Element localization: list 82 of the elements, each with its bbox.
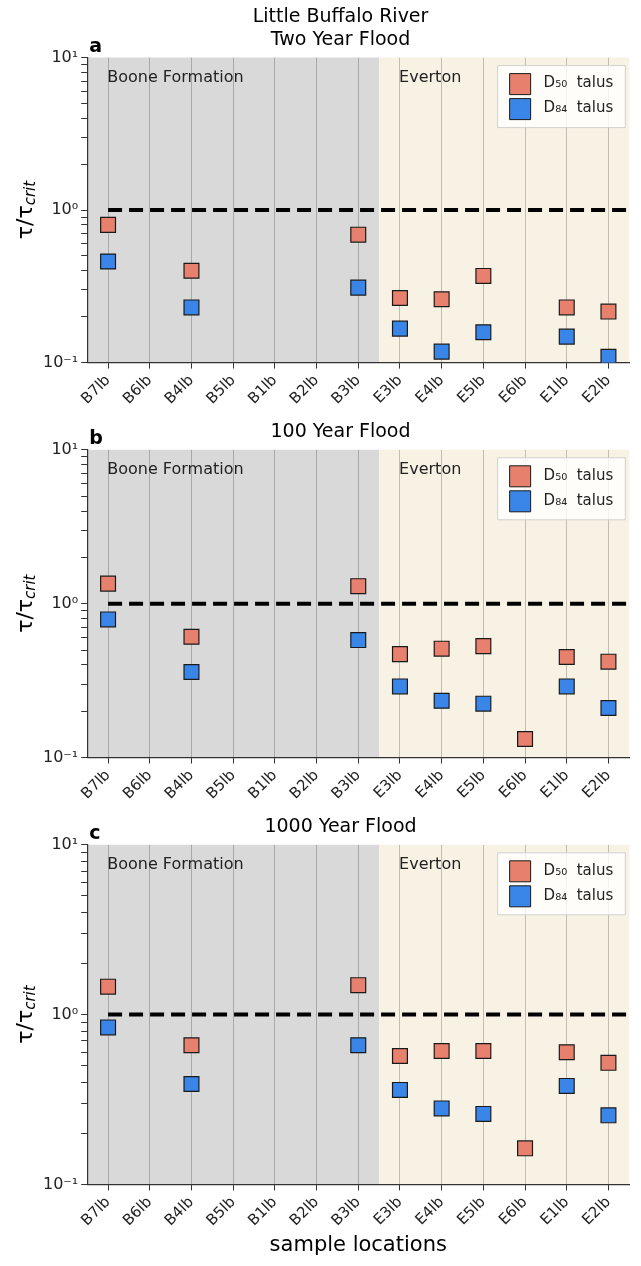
point bbox=[100, 611, 117, 628]
point bbox=[183, 663, 200, 680]
point bbox=[433, 1043, 450, 1060]
point bbox=[100, 253, 117, 270]
legend-label: D₅₀ talus bbox=[543, 465, 614, 484]
point bbox=[600, 699, 617, 717]
band-label: Boone Formation bbox=[107, 853, 244, 873]
chart-title: Little Buffalo River bbox=[252, 4, 429, 27]
y-tick-label: 10¹ bbox=[51, 46, 79, 66]
chart-title: 100 Year Flood bbox=[270, 419, 411, 442]
point bbox=[183, 299, 200, 316]
point bbox=[558, 678, 575, 695]
band-label: Boone Formation bbox=[107, 66, 244, 86]
point bbox=[183, 628, 200, 645]
legend-label: D₅₀ talus bbox=[543, 73, 614, 92]
point bbox=[100, 978, 117, 995]
point bbox=[558, 649, 575, 666]
band-label: Everton bbox=[399, 66, 462, 86]
band-label: Everton bbox=[399, 853, 462, 873]
text: a bbox=[89, 34, 103, 57]
point bbox=[475, 324, 492, 341]
point bbox=[558, 1044, 575, 1061]
point bbox=[391, 678, 408, 695]
point bbox=[183, 1037, 200, 1054]
point bbox=[517, 730, 534, 748]
point bbox=[433, 692, 450, 709]
point bbox=[183, 1075, 200, 1093]
point bbox=[350, 977, 367, 994]
point bbox=[600, 1054, 617, 1071]
point bbox=[558, 328, 575, 345]
point bbox=[433, 1100, 450, 1117]
text: c bbox=[89, 821, 101, 844]
legend-label: D₅₀ talus bbox=[543, 860, 614, 879]
point bbox=[433, 640, 450, 657]
point bbox=[475, 267, 492, 284]
y-axis-title: τ/τcrit bbox=[11, 573, 40, 633]
chart-title: 1000 Year Flood bbox=[264, 814, 417, 837]
legend-label: D₈₄ talus bbox=[543, 98, 614, 117]
chart-subtitle: Two Year Flood bbox=[269, 27, 411, 50]
point bbox=[350, 279, 367, 296]
y-tick-label: 10⁰ bbox=[51, 592, 79, 612]
point bbox=[100, 216, 117, 233]
y-tick-label: 10¹ bbox=[51, 438, 79, 458]
y-axis-title: τ/τcrit bbox=[11, 984, 40, 1044]
point bbox=[391, 320, 408, 337]
point bbox=[391, 646, 408, 663]
point bbox=[391, 1081, 408, 1098]
point bbox=[350, 226, 367, 243]
band-label: Everton bbox=[399, 458, 462, 478]
y-tick-label: 10⁰ bbox=[51, 199, 79, 219]
point bbox=[517, 1140, 534, 1157]
point bbox=[600, 348, 617, 363]
x-axis-title: sample locations bbox=[269, 1231, 447, 1256]
legend-label: D₈₄ talus bbox=[543, 490, 614, 509]
point bbox=[558, 1077, 575, 1094]
point bbox=[350, 578, 367, 595]
point bbox=[391, 290, 408, 307]
point bbox=[350, 1037, 367, 1054]
point bbox=[100, 575, 117, 592]
y-tick-label: 10⁰ bbox=[51, 1003, 79, 1023]
point bbox=[391, 1048, 408, 1065]
y-axis-title: τ/τcrit bbox=[11, 179, 40, 240]
point bbox=[433, 291, 450, 308]
point bbox=[600, 1107, 617, 1124]
text: b bbox=[89, 426, 103, 449]
point bbox=[475, 1105, 492, 1122]
point bbox=[600, 653, 617, 670]
point bbox=[475, 695, 492, 712]
legend-label: D₈₄ talus bbox=[543, 885, 614, 904]
point bbox=[558, 299, 575, 316]
point bbox=[475, 638, 492, 655]
y-tick-label: 10¹ bbox=[51, 833, 79, 853]
point bbox=[183, 262, 200, 279]
y-tick-label: 10⁻¹ bbox=[43, 746, 79, 766]
y-tick-label: 10⁻¹ bbox=[43, 351, 79, 371]
point bbox=[350, 632, 367, 649]
point bbox=[433, 343, 450, 360]
point bbox=[475, 1043, 492, 1060]
point bbox=[100, 1019, 117, 1036]
band-label: Boone Formation bbox=[107, 458, 244, 478]
point bbox=[600, 303, 617, 320]
y-tick-label: 10⁻¹ bbox=[43, 1173, 79, 1193]
